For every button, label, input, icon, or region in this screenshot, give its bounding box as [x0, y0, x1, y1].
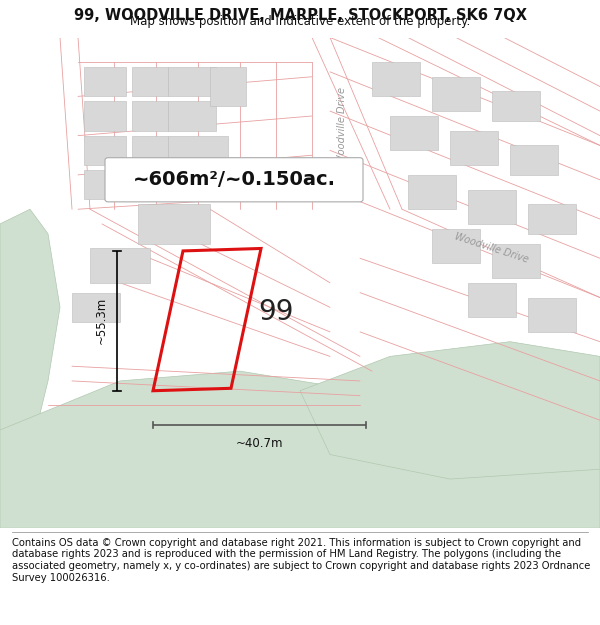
Text: 99: 99 [258, 298, 294, 326]
Bar [132, 170, 168, 199]
Bar [132, 101, 168, 131]
Bar [138, 204, 210, 244]
Bar [132, 67, 168, 96]
Text: ~55.3m: ~55.3m [95, 298, 108, 344]
Bar [492, 244, 540, 278]
Text: ~606m²/~0.150ac.: ~606m²/~0.150ac. [133, 170, 335, 189]
Bar [492, 91, 540, 121]
Text: 99, WOODVILLE DRIVE, MARPLE, STOCKPORT, SK6 7QX: 99, WOODVILLE DRIVE, MARPLE, STOCKPORT, … [74, 8, 527, 22]
Text: Map shows position and indicative extent of the property.: Map shows position and indicative extent… [130, 15, 470, 28]
Bar [390, 116, 438, 151]
Bar [528, 298, 576, 332]
Bar [90, 249, 150, 282]
Polygon shape [300, 342, 600, 479]
Bar [84, 136, 126, 165]
FancyBboxPatch shape [105, 158, 363, 202]
Text: Contains OS data © Crown copyright and database right 2021. This information is : Contains OS data © Crown copyright and d… [12, 538, 590, 582]
Bar [84, 101, 126, 131]
Bar [468, 282, 516, 317]
Bar [84, 170, 126, 199]
Bar [468, 189, 516, 224]
Polygon shape [0, 209, 60, 528]
Bar [72, 292, 120, 322]
Bar [168, 67, 216, 96]
Bar [210, 67, 246, 106]
Bar [132, 136, 168, 165]
Bar [528, 204, 576, 234]
Text: Woodville Drive: Woodville Drive [454, 232, 530, 265]
Bar [432, 77, 480, 111]
Bar [168, 101, 216, 131]
Bar [168, 175, 228, 199]
Text: ~40.7m: ~40.7m [236, 438, 283, 451]
Text: Woodville Drive: Woodville Drive [337, 88, 347, 164]
Bar [510, 146, 558, 175]
Bar [408, 175, 456, 209]
Polygon shape [0, 371, 600, 528]
Bar [84, 67, 126, 96]
Bar [372, 62, 420, 96]
Bar [432, 229, 480, 263]
Bar [168, 136, 228, 165]
Bar [450, 131, 498, 165]
